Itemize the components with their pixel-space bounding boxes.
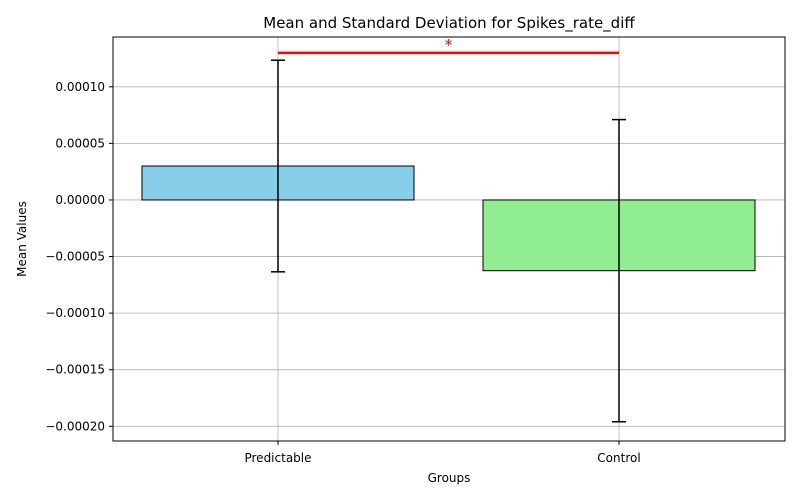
chart-title: Mean and Standard Deviation for Spikes_r…: [263, 14, 635, 33]
x-axis-label: Groups: [428, 471, 471, 485]
y-axis-label: Mean Values: [15, 201, 29, 277]
error-bar-layer: [271, 59, 626, 423]
x-tick-label: Predictable: [244, 451, 311, 465]
x-tick-label: Control: [597, 451, 640, 465]
y-tick-label: −0.00020: [45, 419, 105, 433]
bar-layer: [141, 165, 756, 272]
y-tick-label: 0.00010: [55, 80, 105, 94]
y-tick-label: −0.00010: [45, 306, 105, 320]
plot-frame: [112, 36, 786, 442]
significance-layer: *: [278, 36, 619, 55]
y-tick-layer: 0.00010 0.00005 0.00000 −0.00005 −0.00010 −0.…: [45, 80, 113, 433]
y-tick-label: −0.00005: [45, 250, 105, 264]
x-tick-layer: Predictable Control: [244, 441, 641, 465]
y-tick-label: 0.00000: [55, 193, 105, 207]
y-tick-label: −0.00015: [45, 363, 105, 377]
y-tick-label: 0.00005: [55, 136, 105, 150]
significance-marker: *: [445, 36, 453, 54]
